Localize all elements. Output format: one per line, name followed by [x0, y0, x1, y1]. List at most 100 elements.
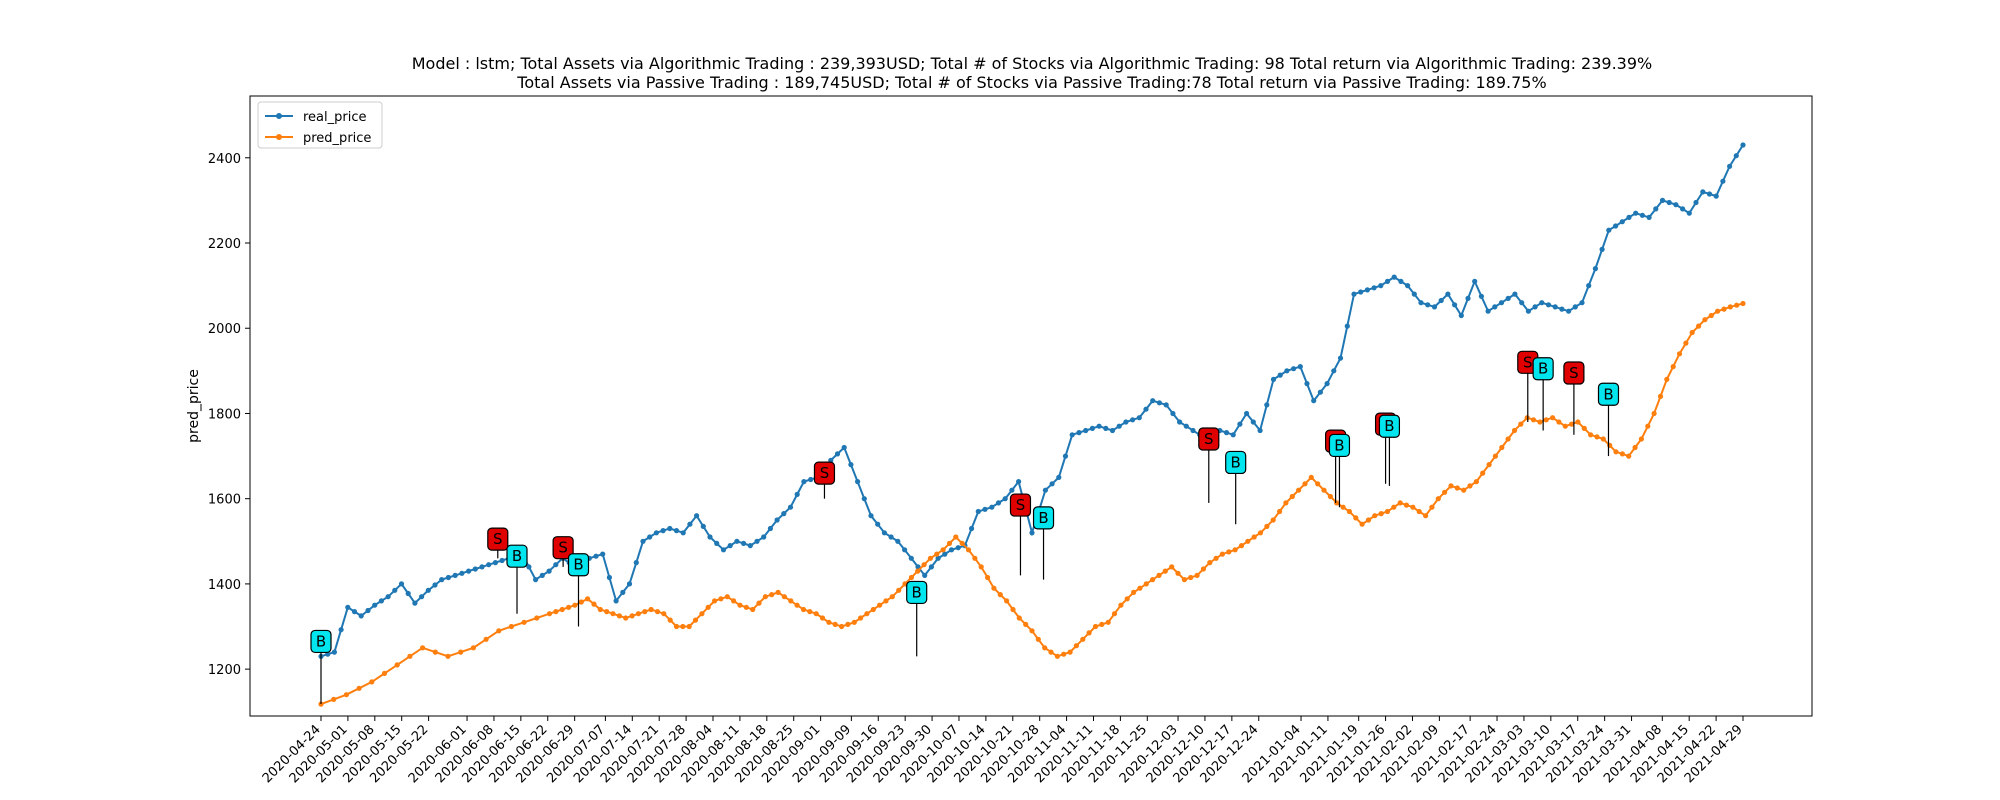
- data-point-real-price: [694, 513, 700, 519]
- data-point-real-price: [479, 564, 485, 570]
- data-point-pred-price: [1613, 449, 1619, 455]
- data-point-real-price: [1700, 189, 1706, 195]
- data-point-real-price: [1311, 398, 1317, 404]
- data-point-real-price: [720, 547, 727, 553]
- data-point-pred-price: [877, 602, 883, 608]
- data-point-pred-price: [1505, 436, 1511, 442]
- data-point-real-price: [881, 530, 888, 536]
- data-point-pred-price: [1251, 534, 1257, 540]
- data-point-real-price: [331, 649, 337, 655]
- data-point-pred-price: [1619, 451, 1625, 457]
- data-point-pred-price: [807, 609, 813, 615]
- data-point-real-price: [412, 600, 418, 606]
- plot-area: [249, 95, 1813, 717]
- data-point-real-price: [1277, 372, 1283, 378]
- data-point-pred-price: [1156, 572, 1162, 579]
- data-point-real-price: [774, 517, 780, 523]
- data-point-pred-price: [1277, 508, 1283, 515]
- data-point-pred-price: [661, 611, 667, 617]
- buy-marker: [1032, 506, 1055, 530]
- data-point-real-price: [855, 479, 861, 485]
- data-point-real-price: [492, 560, 498, 566]
- data-point-pred-price: [1086, 630, 1092, 636]
- data-point-pred-price: [839, 623, 845, 630]
- data-point-pred-price: [953, 534, 959, 540]
- data-point-pred-price: [851, 619, 857, 625]
- data-point-real-price: [1666, 199, 1672, 206]
- data-point-pred-price: [705, 604, 711, 610]
- sell-marker: [1563, 361, 1585, 385]
- data-point-real-price: [922, 572, 928, 579]
- data-point-pred-price: [1137, 585, 1143, 591]
- data-point-pred-price: [1429, 504, 1435, 510]
- data-point-real-price: [928, 564, 935, 570]
- marker-label: B: [512, 547, 522, 565]
- data-point-pred-price: [673, 623, 680, 630]
- buy-marker: [310, 629, 332, 654]
- data-point-real-price: [647, 534, 653, 540]
- data-point-real-price: [747, 543, 753, 549]
- data-point-real-price: [969, 525, 975, 532]
- data-point-real-price: [358, 613, 364, 619]
- data-point-pred-price: [743, 604, 749, 610]
- data-point-real-price: [539, 572, 545, 579]
- data-point-real-price: [982, 506, 988, 512]
- data-point-real-price: [714, 540, 720, 547]
- data-point-real-price: [700, 523, 706, 530]
- y-tick-label: 1200: [208, 663, 241, 678]
- data-point-pred-price: [407, 653, 413, 659]
- data-point-pred-price: [356, 685, 362, 691]
- data-point-pred-price: [394, 662, 400, 668]
- data-point-pred-price: [927, 555, 934, 561]
- data-point-real-price: [1411, 291, 1417, 297]
- data-point-real-price: [1586, 283, 1592, 289]
- sell-marker: [552, 536, 574, 560]
- data-point-real-price: [1492, 304, 1498, 310]
- data-point-real-price: [1331, 368, 1337, 374]
- data-point-real-price: [1653, 206, 1659, 212]
- data-point-pred-price: [908, 574, 915, 581]
- data-point-real-price: [1505, 295, 1511, 301]
- data-point-real-price: [1096, 423, 1102, 429]
- buy-marker: [906, 580, 928, 605]
- buy-marker: [1225, 450, 1247, 475]
- legend-marker-real-price: [276, 113, 282, 119]
- data-point-pred-price: [832, 621, 838, 628]
- data-point-real-price: [1264, 402, 1270, 408]
- data-point-pred-price: [1257, 530, 1264, 536]
- data-point-real-price: [707, 534, 713, 540]
- data-point-pred-price: [1023, 621, 1029, 628]
- data-point-pred-price: [762, 594, 769, 600]
- data-point-real-price: [1130, 417, 1136, 423]
- data-point-real-price: [1713, 193, 1719, 199]
- data-point-real-price: [1009, 487, 1015, 493]
- data-point-real-price: [432, 582, 438, 588]
- data-point-real-price: [861, 496, 867, 502]
- data-point-pred-price: [800, 606, 807, 613]
- data-point-pred-price: [737, 602, 743, 608]
- data-point-pred-price: [1099, 621, 1105, 628]
- data-point-pred-price: [1537, 419, 1543, 425]
- y-axis: 1200 1400 1600 1800 2000 2200 2400: [208, 152, 250, 678]
- data-point-pred-price: [712, 598, 718, 604]
- data-point-pred-price: [1194, 572, 1200, 579]
- data-point-pred-price: [940, 547, 946, 553]
- data-point-pred-price: [1042, 645, 1048, 651]
- data-point-real-price: [1123, 419, 1129, 425]
- data-point-real-price: [1257, 427, 1263, 434]
- data-point-pred-price: [1238, 543, 1245, 549]
- data-point-pred-price: [1600, 436, 1606, 442]
- data-point-real-price: [1143, 406, 1149, 412]
- data-point-real-price: [1646, 214, 1652, 220]
- buy-marker: [506, 544, 528, 568]
- data-point-pred-price: [1245, 538, 1251, 544]
- data-point-pred-price: [1226, 549, 1232, 555]
- data-point-real-price: [1237, 421, 1243, 427]
- trade-markers: BSBSBSBSBSBSBSBSBSB: [310, 350, 1620, 705]
- data-point-pred-price: [1403, 502, 1410, 508]
- data-point-pred-price: [1302, 481, 1308, 487]
- data-point-real-price: [1398, 278, 1404, 284]
- data-point-pred-price: [1105, 619, 1111, 625]
- data-point-pred-price: [756, 600, 762, 606]
- data-point-pred-price: [1054, 653, 1060, 659]
